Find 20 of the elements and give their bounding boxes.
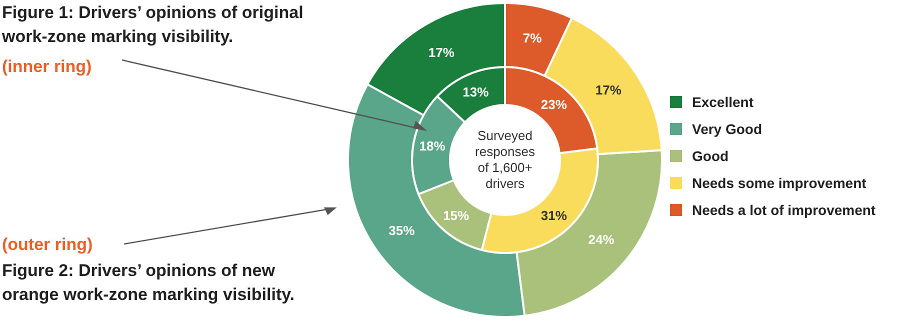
data-label: 24%: [588, 232, 615, 248]
text: Surveyed responses of 1,600+ drivers: [475, 128, 536, 191]
data-label: 18%: [419, 138, 446, 154]
data-label: 17%: [595, 82, 622, 98]
legend-label: Excellent: [692, 94, 754, 110]
data-label: 23%: [540, 97, 568, 112]
data-label: 17%: [428, 44, 455, 60]
text: (outer ring): [2, 235, 93, 254]
legend-label: Good: [692, 148, 729, 164]
data-label: 15%: [443, 208, 470, 224]
data-label: 13%: [462, 84, 490, 100]
data-label: 7%: [522, 30, 542, 46]
legend-label: Needs some improvement: [692, 175, 867, 191]
text: (inner ring): [2, 57, 92, 76]
data-label: 35%: [388, 222, 416, 238]
caption: Figure 2: Drivers’ opinions of new orange work-zone marking visibility.: [2, 261, 295, 304]
caption: Figure 1: Drivers’ opinions of original work-zone marking visibility.: [1, 3, 304, 46]
data-label: 31%: [540, 208, 568, 224]
legend-label: Very Good: [692, 121, 762, 137]
legend-label: Needs a lot of improvement: [692, 202, 876, 218]
